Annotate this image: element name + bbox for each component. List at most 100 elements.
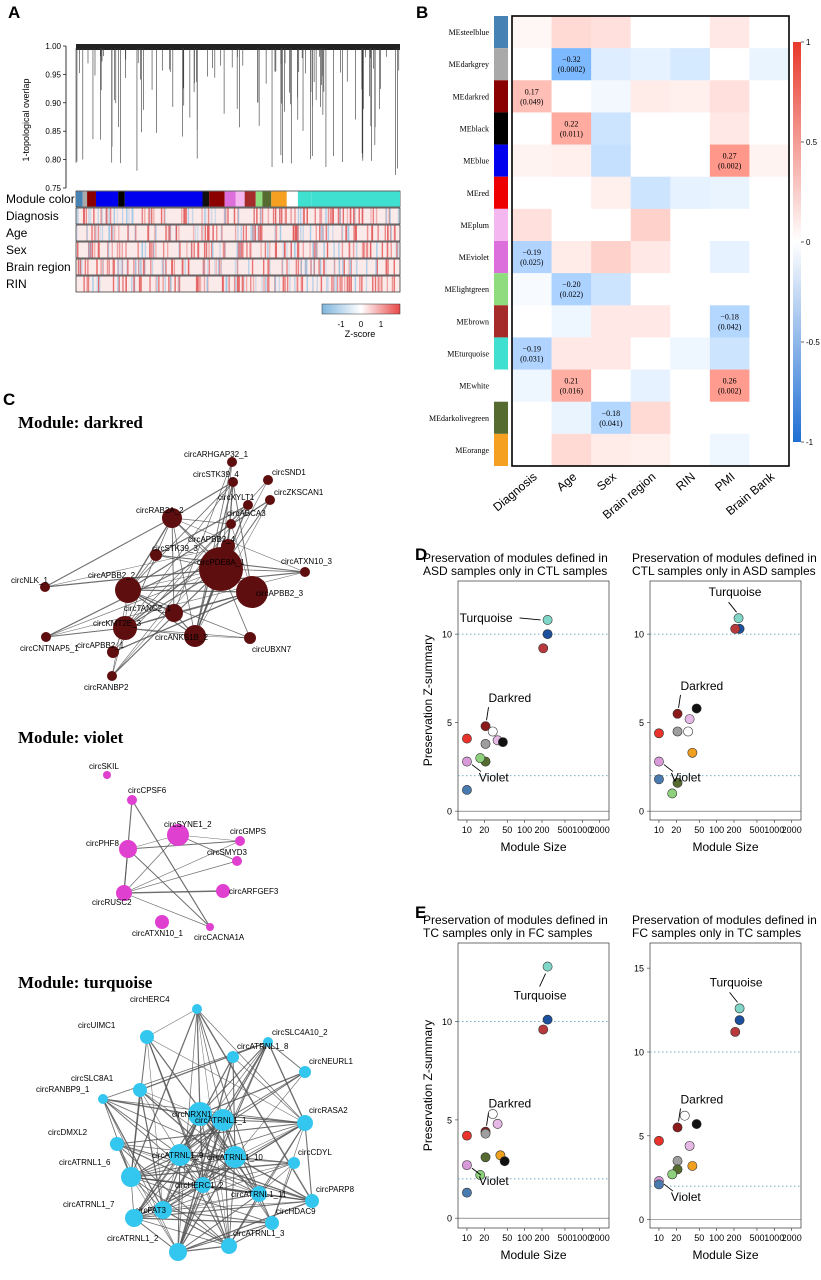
track-stripe <box>251 225 253 241</box>
network-edge <box>127 840 241 850</box>
track-stripe <box>86 276 88 292</box>
heatmap-row-label: MElightgreen <box>445 285 489 294</box>
network-edge <box>228 1122 306 1247</box>
scatter-point-red <box>654 1135 664 1146</box>
scatter-point-darkolivegreen <box>672 777 683 788</box>
track-stripe <box>355 225 357 241</box>
track-stripe <box>214 208 216 224</box>
scatter-xtick-label: 10 <box>654 1233 664 1243</box>
track-stripe <box>112 276 115 292</box>
track-stripe <box>121 259 123 275</box>
track-stripe <box>211 242 213 258</box>
scatter-point-darkred <box>672 708 683 719</box>
dendrogram-ytick-label: 0.85 <box>45 127 61 136</box>
heatmap-cell <box>670 241 711 274</box>
network-edge <box>162 1193 260 1211</box>
track-stripe <box>221 276 224 292</box>
track-stripe <box>372 276 374 292</box>
scatter-ytick-label: 5 <box>639 1131 644 1141</box>
network-edge <box>130 1089 141 1178</box>
scatter-point-grey <box>480 738 491 749</box>
track-stripe <box>93 225 96 241</box>
track-stripe <box>238 276 240 292</box>
module-color-segment <box>209 191 225 207</box>
heatmap-cell <box>749 176 790 210</box>
scatter-xtick-label: 2000 <box>782 1233 802 1243</box>
track-stripe <box>320 276 323 292</box>
heatmap-cell-coef: −0.19 <box>523 248 542 257</box>
heatmap-cell <box>591 208 632 242</box>
track-label: Module color <box>6 192 75 206</box>
heatmap-cell <box>591 337 632 370</box>
scatter-xtick-label: 100 <box>517 1233 532 1243</box>
scatter-ytick-label: 5 <box>447 1115 452 1125</box>
track-stripe <box>372 208 375 224</box>
track-stripe <box>153 208 155 224</box>
heatmap-cell <box>709 401 750 435</box>
scatter-point-turquoise <box>542 961 553 972</box>
track-stripe <box>161 259 163 275</box>
track-stripe <box>354 225 357 241</box>
track-label: Sex <box>6 243 27 257</box>
track-stripe <box>309 225 312 241</box>
network-node <box>41 632 51 642</box>
track-label: Diagnosis <box>6 209 59 223</box>
heatmap-row-color-swatch <box>494 241 508 274</box>
track-stripe <box>385 259 387 275</box>
dendrogram-ytick-label: 0.95 <box>45 70 61 79</box>
track-stripe <box>199 276 202 292</box>
track-stripe <box>282 276 284 292</box>
network-node <box>232 856 242 866</box>
scatter-point-plum <box>492 1118 503 1129</box>
network-node <box>244 632 256 644</box>
track-stripe <box>131 208 133 224</box>
scatter-point-brown <box>538 1024 549 1035</box>
network-node <box>107 671 117 681</box>
heatmap-row-color-swatch <box>494 337 508 370</box>
network-node <box>107 646 119 658</box>
heatmap-row-label: MEplum <box>461 221 490 230</box>
track-stripe <box>313 259 315 275</box>
network-node-label: circATRNL1_1 <box>195 1116 247 1125</box>
network-node <box>243 500 253 510</box>
annotation-darkred: Darkred <box>681 1092 724 1106</box>
track-stripe <box>155 276 157 292</box>
track-stripe <box>169 225 171 241</box>
track-stripe <box>118 242 121 258</box>
network-node <box>199 547 243 591</box>
track-stripe <box>98 276 100 292</box>
network-node <box>133 1083 147 1097</box>
network-edge <box>133 1154 181 1219</box>
track-stripe <box>256 208 258 224</box>
track-stripe <box>99 276 101 292</box>
track-stripe <box>281 208 283 224</box>
track-stripe <box>151 259 154 275</box>
network-node-label: circUBXN7 <box>252 645 292 654</box>
heatmap-cell <box>749 401 790 435</box>
heatmap-cell <box>591 401 632 435</box>
module-color-segment <box>255 191 263 207</box>
track-stripe <box>206 276 208 292</box>
network-node-label: circSTK39_4 <box>193 470 239 479</box>
network-node <box>121 1167 141 1187</box>
track-stripe <box>319 259 322 275</box>
track-stripe <box>236 259 238 275</box>
scatter-xtick-label: 20 <box>671 1233 681 1243</box>
scatter-xtick-label: 500 <box>749 1233 764 1243</box>
track-stripe <box>150 208 153 224</box>
track-stripe <box>238 242 240 258</box>
heatmap-cell <box>551 80 592 113</box>
track-stripe <box>338 242 340 258</box>
track-stripe <box>305 259 308 275</box>
track-stripe <box>339 276 342 292</box>
track-stripe <box>149 276 151 292</box>
scatter-xtick-label: 50 <box>502 1233 512 1243</box>
annotation-turquoise: Turquoise <box>710 975 763 989</box>
network-node-label: circCACNA1A <box>194 933 245 942</box>
heatmap-cell <box>512 401 552 435</box>
network-node <box>195 1177 211 1193</box>
network-edge <box>130 1008 198 1178</box>
track-stripe <box>297 242 300 258</box>
track-stripe <box>117 276 119 292</box>
network-edge <box>127 499 271 591</box>
